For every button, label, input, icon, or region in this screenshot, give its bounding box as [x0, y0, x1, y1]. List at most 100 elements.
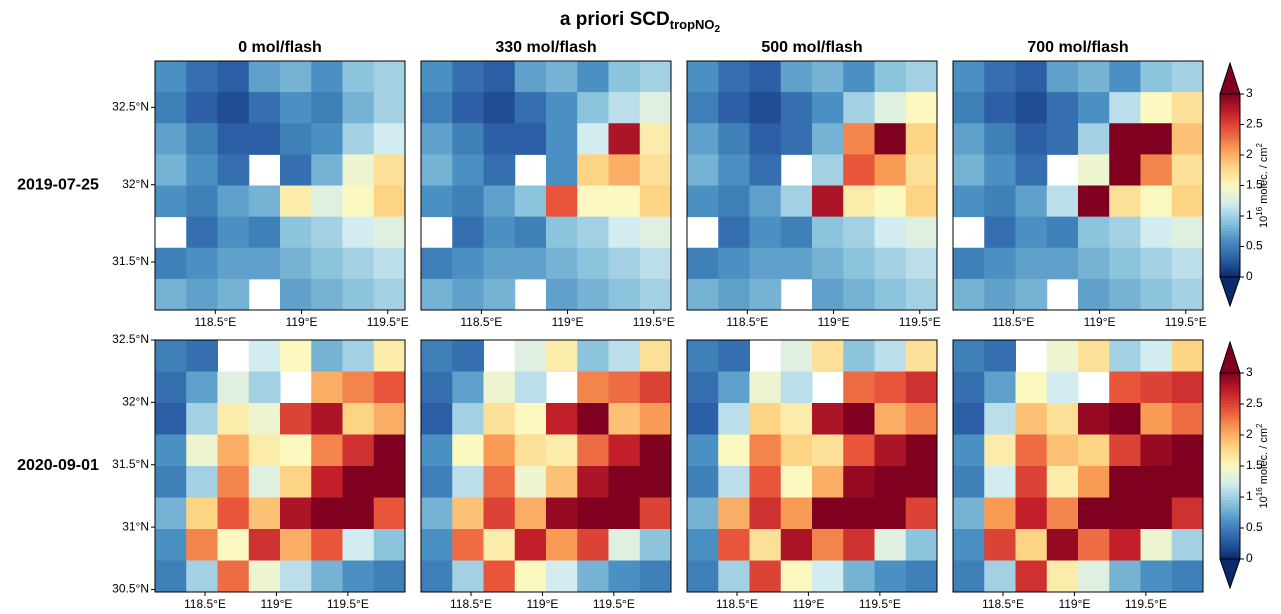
heatmap-cell	[311, 560, 343, 593]
heatmap-cell	[812, 466, 844, 498]
heatmap-cell	[217, 247, 250, 280]
heatmap-cell	[186, 529, 218, 561]
heatmap-cell	[186, 185, 218, 218]
colorbar-segment	[1220, 148, 1240, 153]
colorbar-segment	[1220, 400, 1240, 405]
colorbar-segment	[1220, 258, 1240, 263]
colorbar-segment	[1220, 419, 1240, 424]
colorbar-segment	[1220, 161, 1240, 165]
colorbar-segment	[1220, 191, 1240, 196]
heatmap-cell	[718, 371, 750, 404]
heatmap-cell	[780, 61, 813, 93]
panel-frame	[154, 60, 406, 311]
heatmap-cell	[718, 497, 750, 530]
heatmap-cell	[546, 340, 578, 372]
column-title: 700 mol/flash	[1027, 39, 1128, 56]
heatmap-cell	[749, 371, 782, 404]
heatmap-cell	[483, 216, 516, 249]
colorbar-segment	[1220, 237, 1240, 241]
heatmap-cell	[483, 371, 516, 404]
colorbar-segment	[1220, 209, 1240, 214]
heatmap-cell	[608, 247, 641, 280]
heatmap-cell	[608, 560, 641, 593]
heatmap-cell	[953, 497, 985, 530]
heatmap-cell	[687, 92, 719, 124]
heatmap-cell	[1171, 92, 1204, 124]
colorbar-label-exponent: 16	[1255, 487, 1264, 496]
heatmap-cell	[1015, 278, 1048, 311]
x-tick-label: 118.5°E	[184, 597, 226, 611]
heatmap-cell	[1109, 371, 1141, 404]
heatmap-cell	[483, 278, 516, 311]
heatmap-cell	[373, 278, 406, 311]
heatmap-cell	[155, 560, 187, 593]
heatmap-cell	[608, 497, 641, 530]
figure-title: a priori SCDtropNO2	[560, 9, 721, 35]
heatmap-cell	[905, 185, 938, 218]
heatmap-cell	[874, 497, 907, 530]
x-tick-label: 119°E	[792, 597, 824, 611]
colorbar-segment	[1220, 552, 1240, 557]
heatmap-cell	[1046, 216, 1079, 249]
heatmap-cell	[217, 154, 250, 186]
heatmap-cell	[1015, 434, 1048, 467]
heatmap-cell	[953, 403, 985, 435]
heatmap-cell	[1140, 216, 1173, 249]
colorbar-segment	[1220, 385, 1240, 389]
heatmap-cell	[217, 216, 250, 249]
heatmap-cell	[248, 497, 281, 530]
heatmap-cell	[577, 92, 609, 124]
heatmap-cell	[639, 278, 672, 311]
colorbar-segment	[1220, 462, 1240, 467]
heatmap-cell	[1140, 154, 1173, 186]
panel-frame	[420, 339, 672, 593]
heatmap-cell	[984, 278, 1016, 311]
heatmap-cell	[874, 340, 907, 372]
heatmap-cell	[1015, 61, 1048, 93]
colorbar-label-text: molec. / cm	[1258, 148, 1270, 207]
heatmap-cell	[874, 92, 907, 124]
heatmap-cell	[1109, 123, 1141, 155]
heatmap-cell	[608, 123, 641, 155]
colorbar-segment	[1220, 512, 1240, 517]
heatmap-cell	[639, 61, 672, 93]
heatmap-cell	[1078, 247, 1110, 280]
heatmap-cell	[1171, 434, 1204, 467]
heatmap-cell	[577, 560, 609, 593]
colorbar-segment	[1220, 273, 1240, 278]
heatmap-cell	[1140, 560, 1173, 593]
heatmap-cell	[905, 403, 938, 435]
heatmap-cell	[342, 529, 375, 561]
heatmap-cell	[186, 371, 218, 404]
heatmap-cell	[248, 61, 281, 93]
heatmap-cell	[217, 123, 250, 155]
heatmap-cell	[373, 371, 406, 404]
colorbar-segment	[1220, 528, 1240, 532]
heatmap-cell	[780, 497, 813, 530]
heatmap-cell	[1109, 247, 1141, 280]
colorbar-segment	[1220, 133, 1240, 138]
heatmap-cell	[984, 340, 1016, 372]
heatmap-cell	[577, 497, 609, 530]
heatmap-cell	[155, 403, 187, 435]
heatmap-cell	[155, 434, 187, 467]
heatmap-cell	[749, 403, 782, 435]
x-tick-label: 119°E	[552, 315, 584, 329]
heatmap-cell	[780, 466, 813, 498]
heatmap-cell	[421, 371, 453, 404]
heatmap-cell	[311, 61, 343, 93]
heatmap-cell	[186, 61, 218, 93]
colorbar-tick-label: 1.5	[1246, 458, 1263, 472]
heatmap-cell	[905, 216, 938, 249]
heatmap-cell	[749, 216, 782, 249]
heatmap-cell	[248, 560, 281, 593]
heatmap-cell	[953, 434, 985, 467]
heatmap-cell	[1140, 92, 1173, 124]
heatmap-cell	[1171, 216, 1204, 249]
heatmap-cell	[342, 466, 375, 498]
x-tick-label: 119°E	[526, 597, 558, 611]
colorbar-segment	[1220, 155, 1240, 159]
colorbar-segment	[1220, 425, 1240, 430]
colorbar-segment	[1220, 509, 1240, 513]
